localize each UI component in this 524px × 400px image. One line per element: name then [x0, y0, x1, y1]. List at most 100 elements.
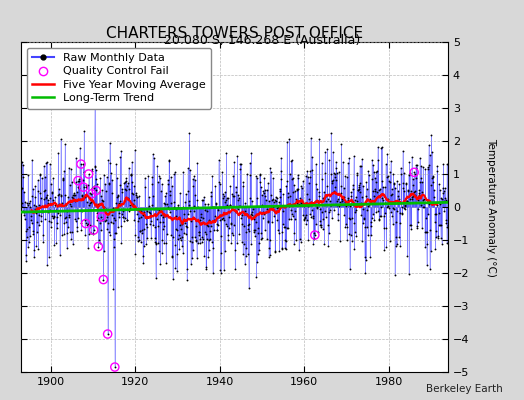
Point [82, 220, 90, 227]
Point [251, 233, 259, 240]
Point [85, 190, 94, 196]
Point [254, 251, 263, 258]
Point [167, 199, 176, 206]
Point [438, 199, 446, 205]
Point [73, 184, 82, 191]
Point [136, 228, 144, 234]
Point [198, 197, 206, 204]
Point [432, 234, 441, 240]
Point [369, 188, 377, 194]
Point [280, 224, 289, 230]
Point [137, 213, 145, 220]
Point [418, 179, 427, 185]
Point [188, 247, 196, 253]
Point [429, 187, 438, 193]
Point [184, 165, 192, 171]
Point [87, 230, 95, 236]
Point [328, 180, 336, 186]
Point [313, 229, 322, 236]
Point [229, 172, 237, 179]
Point [83, 244, 92, 251]
Point [63, 230, 72, 236]
Point [130, 182, 138, 189]
Point [368, 211, 377, 218]
Point [230, 193, 238, 200]
Point [36, 190, 44, 196]
Point [269, 175, 277, 182]
Point [86, 200, 94, 207]
Point [145, 194, 154, 200]
Point [70, 190, 79, 196]
Point [217, 269, 225, 276]
Point [429, 173, 437, 179]
Point [440, 198, 449, 204]
Point [272, 204, 281, 211]
Point [311, 198, 319, 204]
Point [20, 189, 28, 196]
Point [35, 222, 43, 228]
Point [32, 229, 41, 235]
Point [161, 193, 170, 199]
Point [115, 198, 124, 204]
Point [58, 232, 67, 238]
Point [39, 239, 47, 246]
Point [421, 243, 429, 250]
Point [341, 223, 350, 230]
Point [314, 189, 323, 195]
Point [336, 237, 344, 244]
Point [92, 187, 101, 194]
Point [276, 188, 284, 194]
Point [202, 222, 211, 229]
Point [417, 163, 425, 170]
Point [119, 207, 127, 214]
Point [329, 176, 337, 183]
Point [292, 200, 301, 207]
Point [40, 163, 48, 169]
Point [160, 213, 169, 219]
Point [186, 238, 194, 244]
Point [60, 191, 69, 198]
Point [223, 202, 231, 209]
Point [46, 161, 54, 168]
Point [114, 192, 122, 198]
Point [340, 194, 348, 200]
Point [136, 207, 144, 213]
Point [338, 196, 346, 202]
Point [389, 170, 398, 177]
Point [378, 195, 387, 202]
Point [361, 270, 369, 276]
Point [107, 212, 116, 218]
Point [36, 172, 44, 178]
Point [21, 258, 30, 264]
Point [441, 184, 449, 191]
Point [321, 170, 329, 176]
Point [256, 184, 265, 190]
Point [390, 206, 398, 213]
Point [442, 217, 450, 224]
Point [226, 220, 235, 226]
Point [146, 210, 154, 216]
Point [36, 171, 45, 178]
Point [59, 176, 67, 182]
Point [334, 217, 342, 224]
Point [187, 261, 195, 267]
Point [55, 201, 63, 207]
Point [178, 221, 186, 228]
Point [398, 211, 407, 217]
Point [144, 172, 152, 179]
Point [100, 248, 108, 254]
Point [277, 154, 285, 161]
Point [367, 215, 376, 221]
Point [199, 197, 207, 203]
Point [309, 240, 318, 247]
Point [395, 233, 403, 240]
Point [119, 214, 128, 220]
Point [328, 178, 336, 184]
Point [375, 187, 383, 193]
Point [195, 240, 204, 246]
Point [50, 212, 58, 219]
Point [152, 240, 160, 246]
Point [128, 203, 137, 209]
Point [236, 160, 244, 167]
Point [260, 175, 269, 182]
